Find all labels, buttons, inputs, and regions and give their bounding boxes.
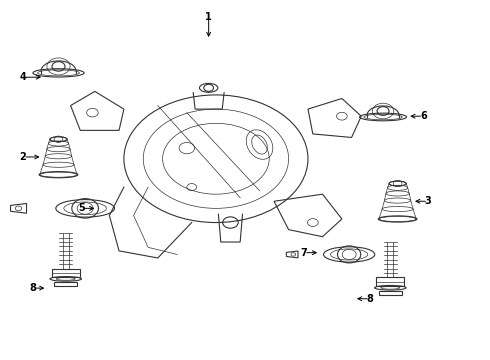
Text: 4: 4 bbox=[20, 72, 26, 82]
Text: 8: 8 bbox=[367, 294, 373, 304]
Text: 5: 5 bbox=[78, 203, 85, 213]
Text: 7: 7 bbox=[301, 248, 308, 258]
Text: 2: 2 bbox=[20, 152, 26, 162]
Text: 6: 6 bbox=[420, 111, 427, 121]
Text: 3: 3 bbox=[425, 196, 432, 206]
Text: 8: 8 bbox=[29, 283, 36, 293]
Text: 1: 1 bbox=[205, 12, 212, 22]
